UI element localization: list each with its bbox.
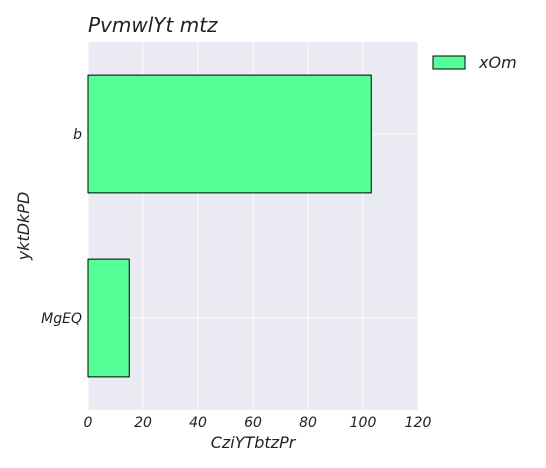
chart-title: PvmwlYt mtz bbox=[88, 13, 218, 37]
x-tick-label: 120 bbox=[405, 415, 432, 431]
y-tick-label: b bbox=[73, 127, 82, 143]
bar-MgEQ bbox=[87, 258, 130, 378]
legend-label: xOm bbox=[478, 53, 517, 72]
x-tick-label: 100 bbox=[350, 415, 377, 431]
y-axis-label: yktDkPD bbox=[14, 192, 33, 262]
legend-swatch bbox=[432, 55, 466, 70]
x-tick-labels: 0 20 40 60 80 100 120 bbox=[84, 415, 432, 431]
x-tick-label: 20 bbox=[134, 415, 152, 431]
x-tick-label: 60 bbox=[244, 415, 262, 431]
x-axis-label: CziYTbtzPr bbox=[211, 433, 297, 452]
x-tick-label: 40 bbox=[189, 415, 207, 431]
bar-b bbox=[87, 74, 372, 194]
x-tick-label: 80 bbox=[299, 415, 317, 431]
bars bbox=[87, 74, 372, 378]
y-tick-labels: b MgEQ bbox=[41, 127, 82, 327]
legend: xOm bbox=[432, 53, 517, 72]
x-tick-label: 0 bbox=[84, 415, 93, 431]
y-tick-label: MgEQ bbox=[41, 311, 82, 327]
